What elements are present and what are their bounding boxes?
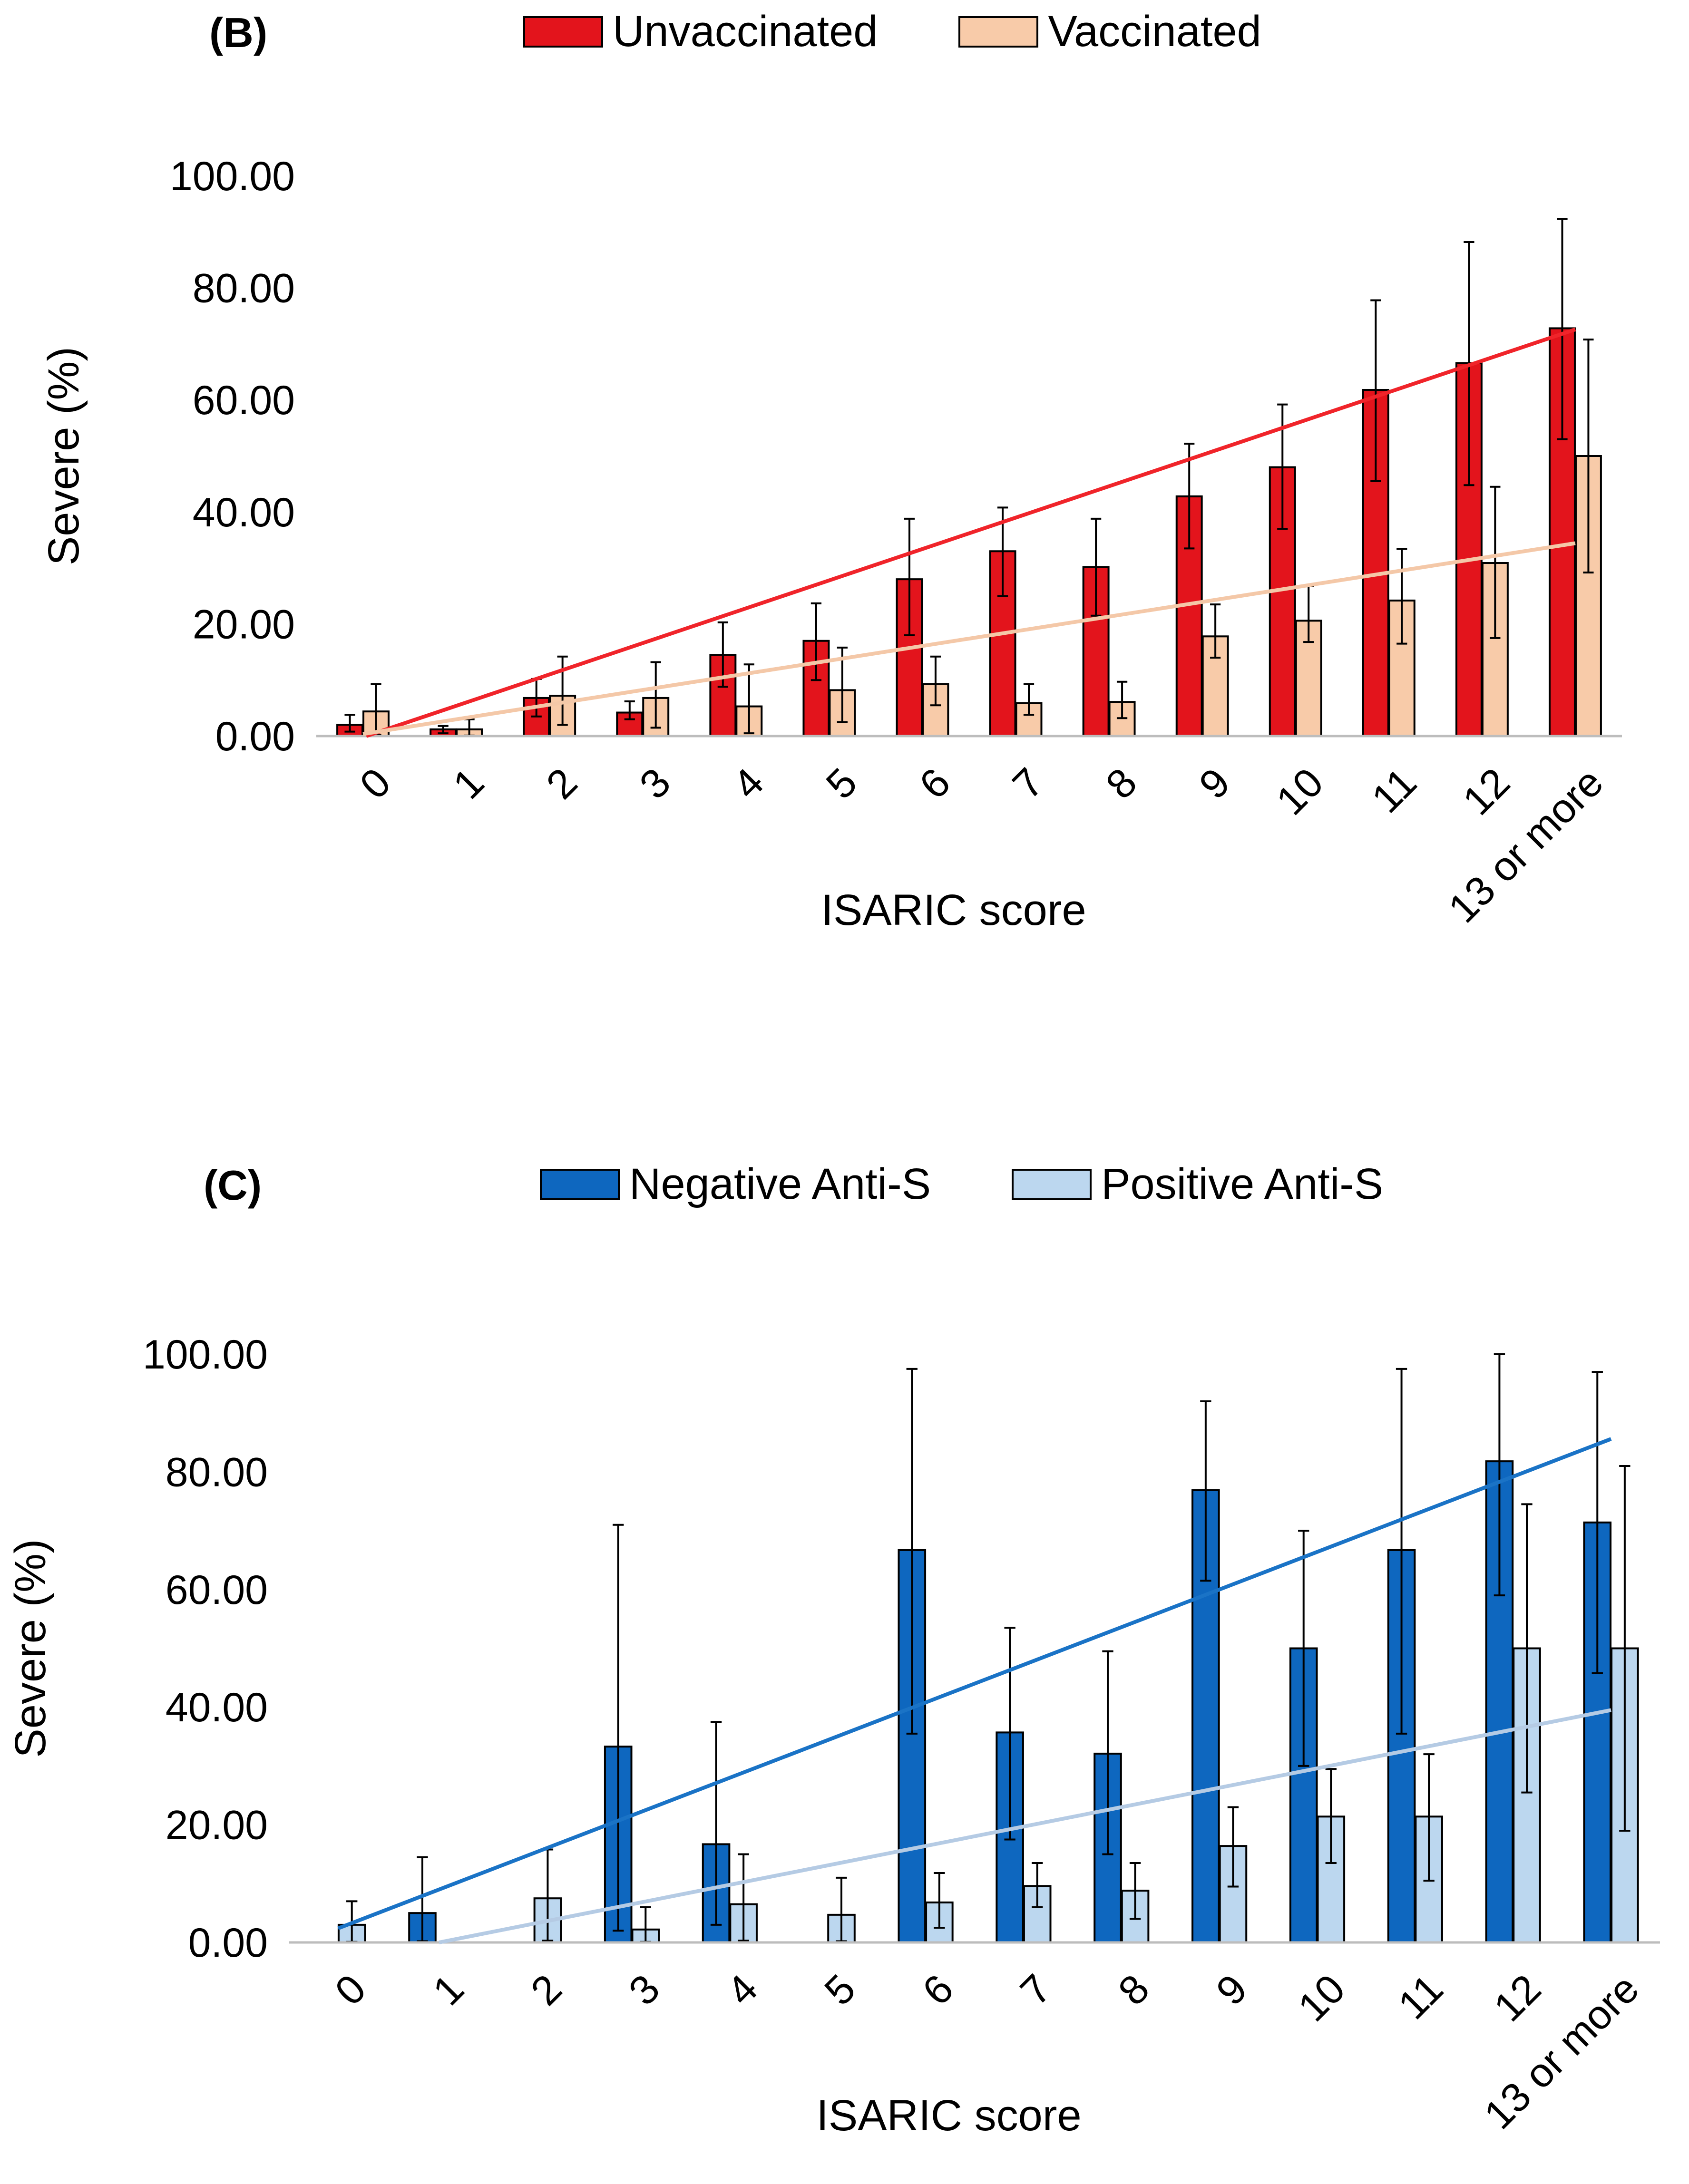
x-tick-label: 1 <box>444 759 493 808</box>
y-axis-label: Severe (%) <box>39 347 88 565</box>
x-tick-label: 12 <box>1485 1966 1550 2030</box>
panel-label: (B) <box>209 9 268 56</box>
panel-c: (C) Negative Anti-S Positive Anti-S 0.00… <box>0 1141 1689 2184</box>
x-tick-label: 2 <box>537 759 586 808</box>
y-tick-label: 80.00 <box>166 1449 268 1495</box>
x-tick-label: 9 <box>1191 759 1239 808</box>
x-tick-label: 7 <box>1012 1966 1060 2014</box>
legend-swatch-positive-anti-s <box>1012 1168 1092 1200</box>
x-tick-label: 5 <box>816 1966 864 2014</box>
x-tick-label: 2 <box>522 1966 571 2014</box>
x-axis-label: ISARIC score <box>816 2091 1081 2140</box>
legend-label: Unvaccinated <box>613 7 878 56</box>
x-tick-label: 0 <box>326 1966 375 2014</box>
x-axis-label: ISARIC score <box>821 886 1086 934</box>
y-tick-label: 0.00 <box>215 714 295 759</box>
x-tick-label: 4 <box>724 759 773 808</box>
legend: Negative Anti-S Positive Anti-S <box>540 1159 1464 1209</box>
x-tick-label: 7 <box>1004 759 1053 808</box>
x-tick-label: 0 <box>351 759 400 808</box>
panel-b: (B) Unvaccinated Vaccinated 0.00 20.00 40.… <box>0 0 1689 1046</box>
legend: Unvaccinated Vaccinated <box>523 7 1342 57</box>
y-tick-label: 20.00 <box>193 602 295 647</box>
panel-label: (C) <box>204 1162 262 1209</box>
x-tick-label: 11 <box>1363 759 1425 822</box>
y-tick-label: 20.00 <box>166 1803 268 1848</box>
x-tick-label: 4 <box>718 1966 767 2014</box>
trendline <box>365 327 1576 738</box>
x-tick-label: 3 <box>620 1966 669 2014</box>
x-tick-label: 11 <box>1389 1966 1452 2028</box>
y-tick-label: 40.00 <box>166 1685 268 1730</box>
y-tick-label: 100.00 <box>170 154 295 199</box>
y-tick-label: 100.00 <box>143 1332 268 1378</box>
chart-c: 0.00 20.00 40.00 60.00 80.00 100.00 Severe (%)… <box>6 1332 1660 2140</box>
chart-b: 0.00 20.00 40.00 60.00 80.00 100.00 Severe (%)… <box>39 154 1622 934</box>
x-tick-label: 8 <box>1110 1966 1158 2014</box>
x-tick-label: 9 <box>1208 1966 1256 2014</box>
y-tick-label: 0.00 <box>188 1920 268 1966</box>
legend-entry-unvaccinated: Unvaccinated <box>523 7 878 57</box>
legend-swatch-vaccinated <box>958 16 1039 48</box>
y-tick-label: 60.00 <box>166 1567 268 1613</box>
x-tick-label: 1 <box>424 1966 473 2014</box>
x-tick-label: 5 <box>818 759 866 808</box>
y-tick-label: 60.00 <box>193 378 295 423</box>
legend-label: Negative Anti-S <box>629 1160 931 1208</box>
x-tick-label: 8 <box>1097 759 1146 808</box>
legend-label: Positive Anti-S <box>1101 1160 1384 1208</box>
legend-entry-positive-anti-s: Positive Anti-S <box>1012 1159 1383 1209</box>
y-axis-label: Severe (%) <box>6 1539 55 1757</box>
legend-swatch-negative-anti-s <box>540 1168 620 1200</box>
y-tick-label: 40.00 <box>193 490 295 535</box>
legend-entry-negative-anti-s: Negative Anti-S <box>540 1159 931 1209</box>
trendline <box>337 1437 1612 1931</box>
y-tick-label: 80.00 <box>193 266 295 311</box>
legend-swatch-unvaccinated <box>523 16 603 48</box>
trendline <box>362 541 1576 736</box>
x-tick-label: 10 <box>1289 1966 1354 2030</box>
x-tick-label: 6 <box>914 1966 962 2014</box>
legend-label: Vaccinated <box>1048 7 1261 56</box>
trendline <box>439 1708 1611 1944</box>
x-tick-label: 3 <box>631 759 680 808</box>
legend-entry-vaccinated: Vaccinated <box>958 7 1261 57</box>
x-tick-label: 12 <box>1454 759 1519 824</box>
x-tick-label: 6 <box>911 759 959 808</box>
x-tick-label: 10 <box>1268 759 1332 824</box>
